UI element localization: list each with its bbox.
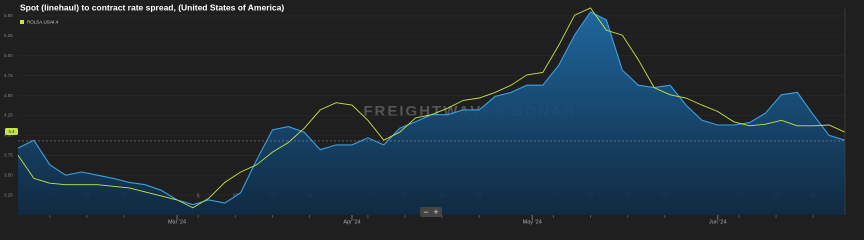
x-month-label: Apr '24 — [343, 219, 360, 225]
area — [18, 12, 845, 215]
zoom-in[interactable]: + — [433, 207, 438, 217]
y-tick-label: 5.25 — [4, 33, 13, 38]
y-tick-label: 3.25 — [4, 192, 13, 197]
y-tick-label: 3.50 — [4, 172, 13, 177]
legend-badge-value: 4.4 — [8, 129, 15, 134]
y-tick-label: 3.75 — [4, 152, 13, 157]
zoom-controls[interactable] — [420, 207, 442, 217]
x-month-label: May '24 — [523, 219, 542, 225]
plot: 3.25 3.50 3.75 4.00 4.25 4.50 4.75 5.00 5.25 5.50… — [4, 7, 846, 225]
legend-value: 4.4 — [52, 20, 59, 25]
legend-label: ROLSA.USA — [27, 20, 53, 25]
x-tick-label: 5 — [197, 193, 200, 199]
y-tick-label: 4.25 — [4, 113, 13, 118]
y-tick-label: 5.00 — [4, 53, 13, 58]
y-tick-label: 5.50 — [4, 13, 13, 18]
series-line — [17, 7, 846, 209]
chart-title: Spot (linehaul) to contract rate spread,… — [20, 2, 284, 12]
x-month-label: Mar '24 — [168, 219, 186, 225]
chart: FREIGHTWAVES SONAR Spot (linehaul) to co… — [4, 2, 846, 226]
legend-badge — [5, 128, 18, 135]
x-month-label: Jun '24 — [709, 219, 727, 225]
legend-swatch — [20, 20, 24, 24]
zoom-out[interactable]: − — [423, 207, 428, 217]
y-tick-label: 4.50 — [4, 93, 13, 98]
y-tick-label: 4.75 — [4, 73, 13, 78]
y-tick-label: 4.00 — [4, 133, 13, 138]
